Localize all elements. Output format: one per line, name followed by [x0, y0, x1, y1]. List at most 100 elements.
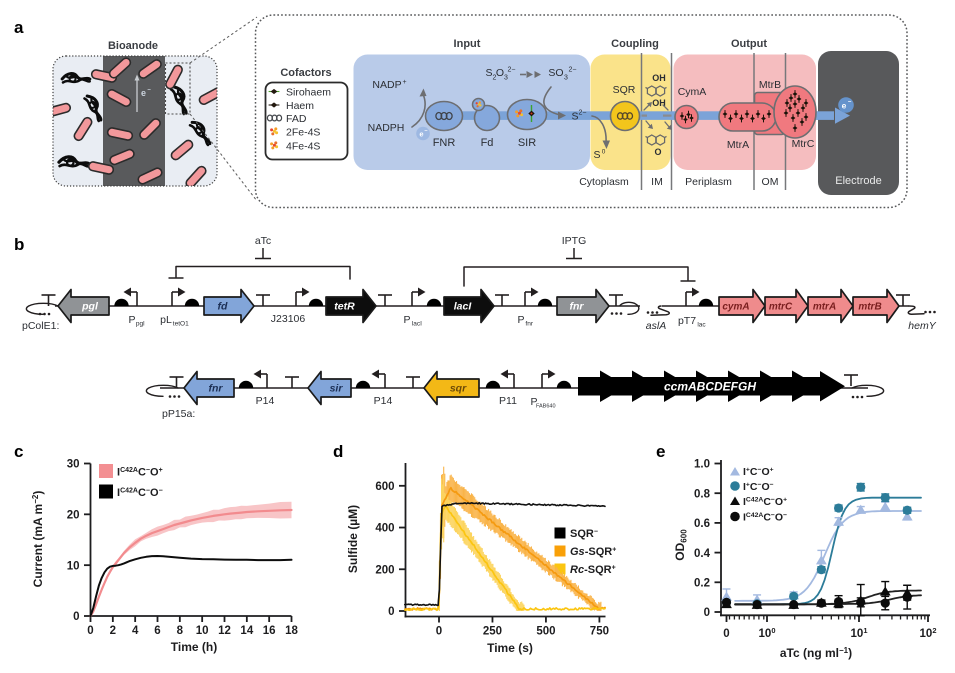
svg-text:OM: OM: [762, 176, 779, 188]
svg-text:16: 16: [263, 625, 276, 637]
svg-text:0: 0: [388, 606, 394, 618]
svg-text:pgl: pgl: [136, 321, 145, 328]
svg-text:0: 0: [436, 626, 442, 638]
svg-text:4: 4: [132, 625, 139, 637]
svg-text:pColE1:: pColE1:: [22, 320, 59, 332]
svg-text:aTc (ng ml−1): aTc (ng ml−1): [780, 646, 852, 660]
svg-text:1.0: 1.0: [694, 459, 710, 471]
svg-text:Rc-SQR+: Rc-SQR+: [570, 564, 616, 576]
svg-text:750: 750: [590, 626, 609, 638]
svg-text:hemY: hemY: [908, 320, 936, 332]
svg-text:MtrB: MtrB: [759, 79, 781, 91]
svg-text:c: c: [14, 442, 23, 461]
svg-text:200: 200: [375, 564, 394, 576]
svg-text:−: −: [424, 129, 427, 135]
svg-text:cymA: cymA: [722, 302, 749, 313]
svg-text:0: 0: [73, 611, 79, 623]
svg-text:2Fe-4S: 2Fe-4S: [286, 127, 320, 139]
svg-text:IM: IM: [651, 176, 663, 188]
svg-text:S: S: [593, 149, 600, 161]
svg-text:0: 0: [723, 628, 729, 640]
svg-text:fd: fd: [218, 301, 228, 313]
svg-text:NADP: NADP: [372, 79, 401, 91]
svg-text:OD600: OD600: [673, 529, 689, 561]
svg-text:100: 100: [759, 626, 776, 640]
svg-text:Current (mA m−2): Current (mA m−2): [31, 491, 45, 588]
svg-text:J23106: J23106: [271, 313, 306, 325]
svg-text:Sirohaem: Sirohaem: [286, 87, 331, 99]
svg-text:aTc: aTc: [255, 235, 271, 247]
svg-text:14: 14: [240, 625, 253, 637]
svg-text:e: e: [141, 88, 146, 98]
svg-text:0.2: 0.2: [694, 578, 710, 590]
svg-text:2−: 2−: [579, 110, 587, 117]
svg-text:tetR: tetR: [334, 301, 355, 313]
svg-text:IC42AC−O−: IC42AC−O−: [743, 512, 787, 524]
svg-text:12: 12: [218, 625, 231, 637]
svg-text:IC42AC−O+: IC42AC−O+: [117, 467, 163, 479]
svg-text:CymA: CymA: [678, 86, 707, 98]
svg-text:SQR: SQR: [613, 84, 636, 96]
svg-text:Fd: Fd: [481, 137, 494, 149]
svg-text:d: d: [333, 442, 343, 461]
svg-text:500: 500: [536, 626, 555, 638]
svg-text:sir: sir: [330, 383, 344, 395]
svg-text:Time (h): Time (h): [171, 640, 217, 654]
svg-text:P: P: [403, 314, 410, 326]
svg-text:+: +: [402, 79, 406, 86]
svg-text:Coupling: Coupling: [611, 38, 659, 50]
svg-text:pL: pL: [160, 314, 172, 326]
svg-text:0.8: 0.8: [694, 488, 711, 500]
svg-text:FAB640: FAB640: [536, 404, 556, 410]
svg-text:Cofactors: Cofactors: [280, 67, 331, 79]
svg-text:Time (s): Time (s): [487, 641, 533, 655]
svg-text:lacI: lacI: [412, 321, 422, 328]
svg-text:S: S: [485, 67, 492, 79]
svg-text:2: 2: [110, 625, 116, 637]
svg-text:aslA: aslA: [646, 320, 666, 332]
svg-text:fnr: fnr: [525, 321, 533, 328]
svg-text:Sulfide (µM): Sulfide (µM): [346, 505, 360, 573]
svg-text:ccmABCDEFGH: ccmABCDEFGH: [664, 380, 756, 394]
svg-text:e: e: [419, 130, 423, 139]
svg-text:6: 6: [154, 625, 160, 637]
svg-text:0: 0: [704, 607, 710, 619]
svg-text:pP15a:: pP15a:: [162, 408, 195, 420]
svg-text:OH: OH: [652, 73, 666, 83]
svg-text:lacI: lacI: [454, 301, 473, 313]
svg-text:101: 101: [851, 626, 868, 640]
svg-text:mtrB: mtrB: [858, 302, 881, 313]
svg-text:MtrC: MtrC: [792, 138, 815, 150]
svg-text:NADPH: NADPH: [368, 122, 405, 134]
svg-text:I+C−O+: I+C−O+: [743, 466, 774, 478]
svg-text:MtrA: MtrA: [727, 139, 749, 151]
svg-text:FAD: FAD: [286, 113, 307, 125]
svg-text:e: e: [842, 101, 847, 111]
svg-text:P14: P14: [374, 395, 393, 407]
svg-text:mtrC: mtrC: [769, 302, 793, 313]
svg-text:tetO1: tetO1: [173, 321, 189, 328]
svg-text:3: 3: [564, 75, 568, 82]
svg-text:400: 400: [375, 523, 394, 535]
svg-text:20: 20: [67, 510, 80, 522]
svg-text:Gs-SQR+: Gs-SQR+: [570, 546, 616, 558]
svg-text:P14: P14: [256, 395, 275, 407]
svg-text:3: 3: [504, 75, 508, 82]
svg-text:SIR: SIR: [518, 137, 536, 149]
svg-text:IC42AC−O−: IC42AC−O−: [117, 487, 163, 499]
svg-text:250: 250: [483, 626, 502, 638]
svg-text:P: P: [517, 314, 524, 326]
svg-text:2−: 2−: [508, 67, 516, 74]
svg-text:102: 102: [920, 626, 937, 640]
svg-text:OH: OH: [652, 98, 666, 108]
svg-text:P: P: [128, 314, 135, 326]
svg-text:10: 10: [196, 625, 209, 637]
svg-text:SO: SO: [548, 67, 563, 79]
svg-text:Periplasm: Periplasm: [685, 176, 732, 188]
svg-text:8: 8: [177, 625, 184, 637]
svg-text:lac: lac: [697, 322, 706, 329]
svg-text:30: 30: [67, 459, 80, 471]
svg-text:18: 18: [285, 625, 298, 637]
svg-text:0.6: 0.6: [694, 518, 710, 530]
svg-text:0.4: 0.4: [694, 548, 711, 560]
